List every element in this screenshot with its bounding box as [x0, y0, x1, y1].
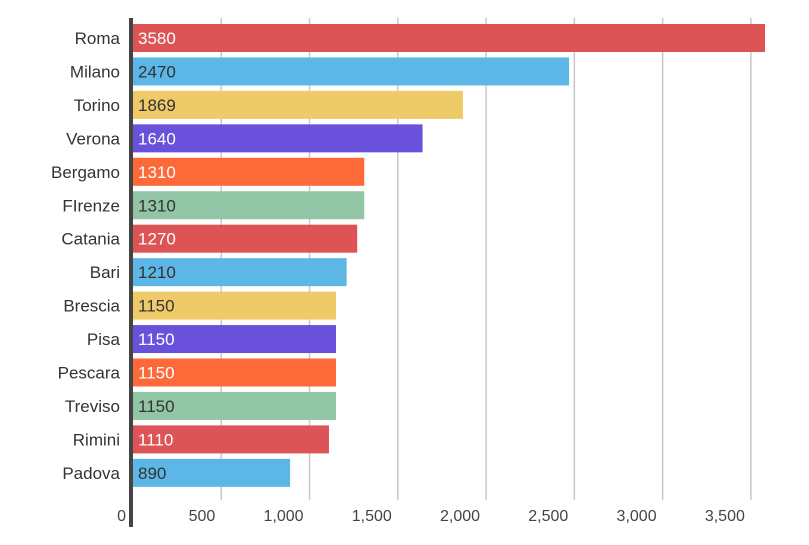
- x-tick-label: 0: [117, 508, 126, 525]
- bar-torino: [133, 90, 463, 119]
- bar-pisa: [133, 325, 337, 354]
- value-label: 1270: [138, 230, 176, 249]
- category-label: Torino: [74, 96, 120, 115]
- bar-catania: [133, 224, 358, 253]
- x-tick-label: 1,500: [352, 508, 392, 525]
- x-tick-label: 3,000: [617, 508, 657, 525]
- value-label: 1210: [138, 263, 176, 282]
- value-label: 890: [138, 464, 166, 483]
- value-label: 1869: [138, 96, 176, 115]
- category-label: Bergamo: [51, 163, 120, 182]
- category-label: Treviso: [65, 397, 120, 416]
- value-label: 2470: [138, 62, 176, 81]
- bar-treviso: [133, 391, 337, 420]
- bar-verona: [133, 124, 423, 153]
- x-axis-tick-labels: 0 500 1,000 1,500 2,000 2,500 3,000 3,500: [117, 508, 745, 525]
- category-label: Pisa: [87, 330, 121, 349]
- x-tick-label: 2,500: [528, 508, 568, 525]
- value-label: 1150: [138, 297, 175, 316]
- value-label: 1110: [138, 430, 173, 449]
- value-label: 1310: [138, 196, 176, 215]
- x-tick-label: 2,000: [440, 508, 480, 525]
- category-label: Verona: [66, 129, 120, 148]
- category-labels: Roma Milano Torino Verona Bergamo FIrenze Cata…: [51, 29, 121, 483]
- category-label: Padova: [62, 464, 120, 483]
- value-label: 3580: [138, 29, 176, 48]
- category-label: Pescara: [58, 364, 121, 383]
- bar-padova: [133, 458, 291, 487]
- value-label: 1150: [138, 330, 175, 349]
- bar-brescia: [133, 291, 337, 320]
- bar-bari: [133, 258, 347, 287]
- value-label: 1150: [138, 364, 175, 383]
- category-label: Brescia: [63, 297, 120, 316]
- value-label: 1640: [138, 129, 176, 148]
- bars: 3580 2470 1869 1640 1310 1310 1270 1210 1150 1150…: [133, 24, 765, 487]
- category-label: Roma: [75, 29, 121, 48]
- value-label: 1150: [138, 397, 175, 416]
- x-tick-label: 1,000: [263, 508, 303, 525]
- bar-roma: [133, 24, 765, 52]
- value-label: 1310: [138, 163, 176, 182]
- category-label: FIrenze: [62, 196, 120, 215]
- bar-rimini: [133, 425, 329, 454]
- bar-bergamo: [133, 157, 365, 186]
- bar-pescara: [133, 358, 337, 387]
- x-tick-label: 3,500: [705, 508, 745, 525]
- x-tick-label: 500: [189, 508, 216, 525]
- category-label: Bari: [90, 263, 120, 282]
- category-label: Milano: [70, 62, 120, 81]
- category-label: Rimini: [73, 430, 120, 449]
- category-label: Catania: [61, 230, 120, 249]
- bar-milano: [133, 57, 570, 86]
- bar-firenze: [133, 191, 365, 220]
